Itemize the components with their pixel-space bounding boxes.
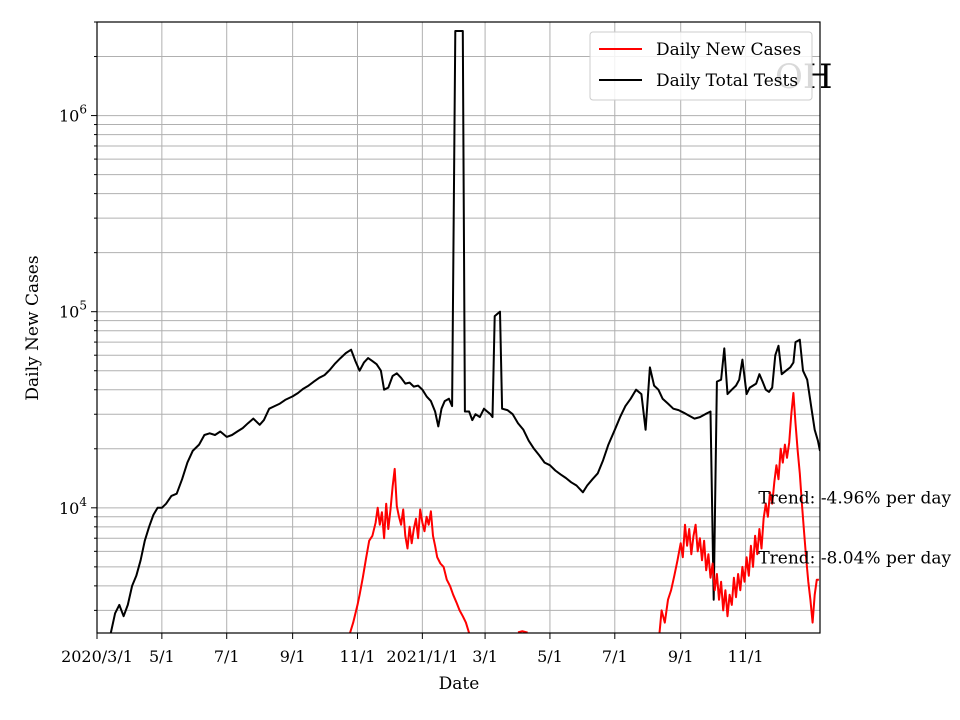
x-tick-label: 7/1	[602, 647, 628, 666]
x-tick-label: 2021/1/1	[386, 647, 458, 666]
x-axis-label: Date	[439, 674, 480, 694]
x-tick-label: 11/1	[340, 647, 376, 666]
trend-annotation: Trend: -4.96% per day	[758, 489, 951, 509]
x-tick-label: 7/1	[214, 647, 240, 666]
chart-grid	[96, 21, 820, 633]
y-axis-label: Daily New Cases	[23, 255, 43, 400]
legend-label-tests: Daily Total Tests	[656, 71, 798, 91]
series-line-daily-new-cases	[517, 630, 528, 633]
series-line-daily-new-cases	[349, 467, 471, 633]
series-line-daily-total-tests	[109, 30, 820, 633]
series-line-daily-new-cases	[658, 392, 819, 633]
x-tick-label: 2020/3/1	[61, 647, 133, 666]
x-tick-label: 3/1	[472, 647, 498, 666]
y-tick-label: 105	[59, 299, 87, 322]
legend: Daily New Cases Daily Total Tests	[589, 31, 813, 101]
axis-ticks: 2020/3/1 5/1 7/1 9/1 11/1 2021/1/1 3/1 5/1 7/1 9/…	[59, 21, 764, 666]
x-tick-label: 11/1	[728, 647, 764, 666]
plot-frame	[96, 21, 821, 634]
x-tick-label: 5/1	[149, 647, 175, 666]
annotations: Trend: -4.96% per day Trend: -8.04% per d…	[758, 489, 951, 569]
x-tick-label: 9/1	[280, 647, 306, 666]
legend-label-cases: Daily New Cases	[656, 40, 801, 60]
legend-box	[589, 31, 813, 101]
x-tick-label: 9/1	[668, 647, 694, 666]
trend-annotation: Trend: -8.04% per day	[758, 549, 951, 569]
y-tick-label: 104	[59, 495, 87, 518]
x-tick-label: 5/1	[537, 647, 563, 666]
y-tick-label: 106	[59, 103, 87, 126]
series-layer	[109, 30, 820, 633]
